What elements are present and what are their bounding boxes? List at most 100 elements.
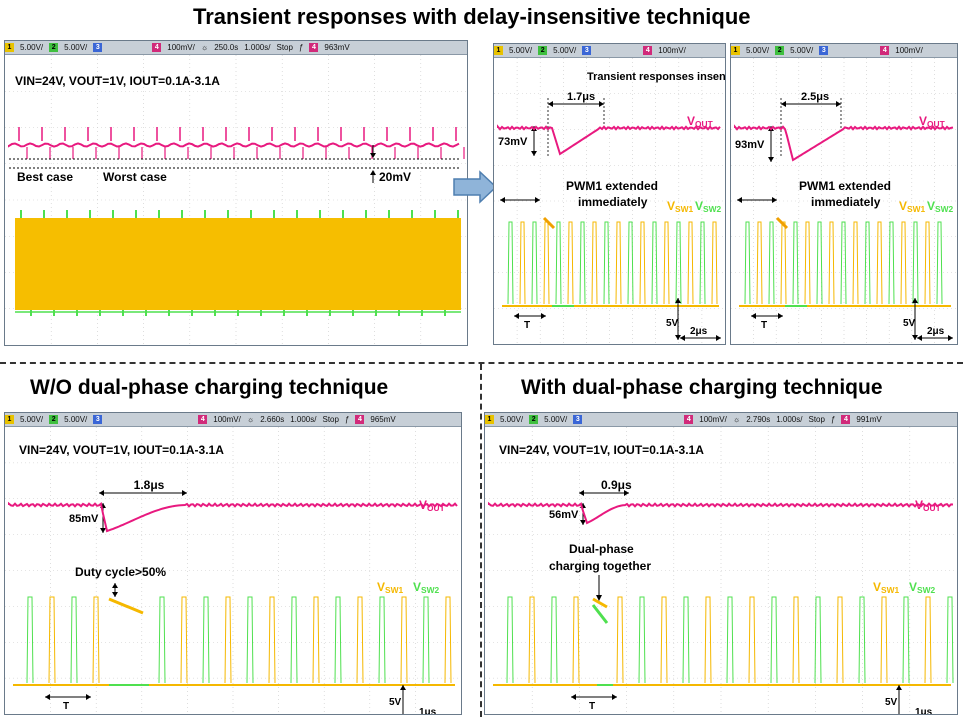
dual-note-1: Dual-phase xyxy=(569,542,634,556)
scope-status-bar: 1 5.00V/ 2 5.00V/ 3 4 100mV/ ☼ 2.660s 1.000… xyxy=(5,413,461,427)
sw1-extended xyxy=(108,597,144,615)
section-title-without: W/O dual-phase charging technique xyxy=(30,376,389,399)
switch-pulse xyxy=(912,221,919,305)
duty-note: Duty cycle>50% xyxy=(75,565,166,579)
section-divider xyxy=(0,362,963,364)
switch-pulse xyxy=(814,596,822,684)
right-arrow-icon xyxy=(453,170,498,204)
channel4-badge: 4 xyxy=(152,43,162,52)
switch-pulse xyxy=(555,221,562,305)
extended-pulse xyxy=(775,216,789,230)
extended-pulse xyxy=(542,216,556,230)
switch-pulse xyxy=(627,221,634,305)
page-title: Transient responses with delay-insensiti… xyxy=(193,4,751,29)
scope-status-bar: 1 5.00V/ 2 5.00V/ 3 4 100mV/ ☼ 2.790s 1.000… xyxy=(485,413,957,427)
switch-pulse xyxy=(180,596,188,684)
switch-pulse xyxy=(748,596,756,684)
sw1-label: VSW1 xyxy=(899,199,926,214)
t-label: T xyxy=(761,320,767,331)
pwm-label-2: immediately xyxy=(578,195,648,209)
time-div-label: 2μs xyxy=(927,326,945,337)
scope-plot-overview: VIN=24V, VOUT=1V, IOUT=0.1A-3.1A Best ca… xyxy=(5,55,467,345)
switch-pulse xyxy=(770,596,778,684)
switch-pulse xyxy=(290,596,298,684)
scope-status-bar: 1 5.00V/ 2 5.00V/ 3 4 100mV/ xyxy=(731,44,957,58)
switch-pulse xyxy=(48,596,56,684)
switch-pulse xyxy=(804,221,811,305)
sw2-label: VSW2 xyxy=(909,580,936,595)
switch-pulse xyxy=(158,596,166,684)
delta-label: 20mV xyxy=(379,170,411,184)
pwm-label: PWM1 extended xyxy=(799,179,891,193)
switch-pulse xyxy=(579,221,586,305)
switch-pulse xyxy=(507,221,514,305)
switch-pulse xyxy=(699,221,706,305)
dip-label: 93mV xyxy=(735,139,765,151)
switch-pulse xyxy=(334,596,342,684)
scope-panel-without: 1 5.00V/ 2 5.00V/ 3 4 100mV/ ☼ 2.660s 1.000… xyxy=(4,412,462,715)
dip-label: 73mV xyxy=(498,136,528,148)
dual-note-2: charging together xyxy=(549,559,651,573)
brightness-icon: ☼ xyxy=(732,415,741,424)
switch-pulse xyxy=(356,596,364,684)
switch-pulse xyxy=(711,221,718,305)
scope-panel-delay-2: 1 5.00V/ 2 5.00V/ 3 4 100mV/ 2.5μs 93mV VOUT P… xyxy=(730,43,958,345)
switch-pulse xyxy=(616,596,624,684)
scope-status-bar: 1 5.00V/ 2 5.00V/ 3 4 100mV/ ☼ 250.0s 1.000… xyxy=(5,41,467,55)
switch-pulse xyxy=(591,221,598,305)
time-label: 1.7μs xyxy=(567,91,595,103)
channel1-badge: 1 xyxy=(5,43,14,52)
switch-pulse xyxy=(26,596,34,684)
sw2-label: VSW2 xyxy=(695,199,722,214)
switch-pulse xyxy=(946,596,954,684)
switch-pulse xyxy=(768,221,775,305)
switch-pulse xyxy=(572,596,580,684)
dip-label: 85mV xyxy=(69,513,99,525)
switch-pulse xyxy=(519,221,526,305)
switch-pulse xyxy=(268,596,276,684)
time-label: 2.5μs xyxy=(801,91,829,103)
switch-pulse xyxy=(378,596,386,684)
pwm-label: PWM1 extended xyxy=(566,179,658,193)
switch-pulse xyxy=(756,221,763,305)
switch-pulse xyxy=(704,596,712,684)
worst-case-label: Worst case xyxy=(103,170,167,184)
sw1-label: VSW1 xyxy=(667,199,694,214)
brightness-icon: ☼ xyxy=(200,43,209,52)
switch-pulse xyxy=(567,221,574,305)
switch-pulse xyxy=(902,596,910,684)
pwm-label-2: immediately xyxy=(811,195,881,209)
switch-pulse xyxy=(92,596,100,684)
caption: Transient responses insensitive to delay xyxy=(587,71,725,83)
switch-pulse xyxy=(224,596,232,684)
switch-pulse xyxy=(202,596,210,684)
sw1-label: VSW1 xyxy=(377,580,404,595)
condition-label: VIN=24V, VOUT=1V, IOUT=0.1A-3.1A xyxy=(19,443,224,457)
switch-pulse xyxy=(444,596,452,684)
scope-status-bar: 1 5.00V/ 2 5.00V/ 3 4 100mV/ xyxy=(494,44,725,58)
channel3-badge: 3 xyxy=(93,43,103,52)
switch-pulse xyxy=(660,596,668,684)
switch-pulse xyxy=(506,596,514,684)
switch-pulse xyxy=(726,596,734,684)
switch-pulse xyxy=(638,596,646,684)
switch-pulse xyxy=(615,221,622,305)
volt-label: 5V xyxy=(903,318,916,329)
switch-pulse xyxy=(744,221,751,305)
t-label: T xyxy=(589,701,595,712)
switch-pulse xyxy=(400,596,408,684)
time-div-label: 2μs xyxy=(690,326,708,337)
switch-pulse xyxy=(876,221,883,305)
switch-pulse xyxy=(924,221,931,305)
sw1-extended xyxy=(592,597,608,609)
switch-pulse xyxy=(550,596,558,684)
switch-pulse xyxy=(840,221,847,305)
switch-pulse xyxy=(792,221,799,305)
switch-pulse xyxy=(528,596,536,684)
switch-pulse xyxy=(924,596,932,684)
switch-pulse xyxy=(663,221,670,305)
switch-pulse xyxy=(836,596,844,684)
